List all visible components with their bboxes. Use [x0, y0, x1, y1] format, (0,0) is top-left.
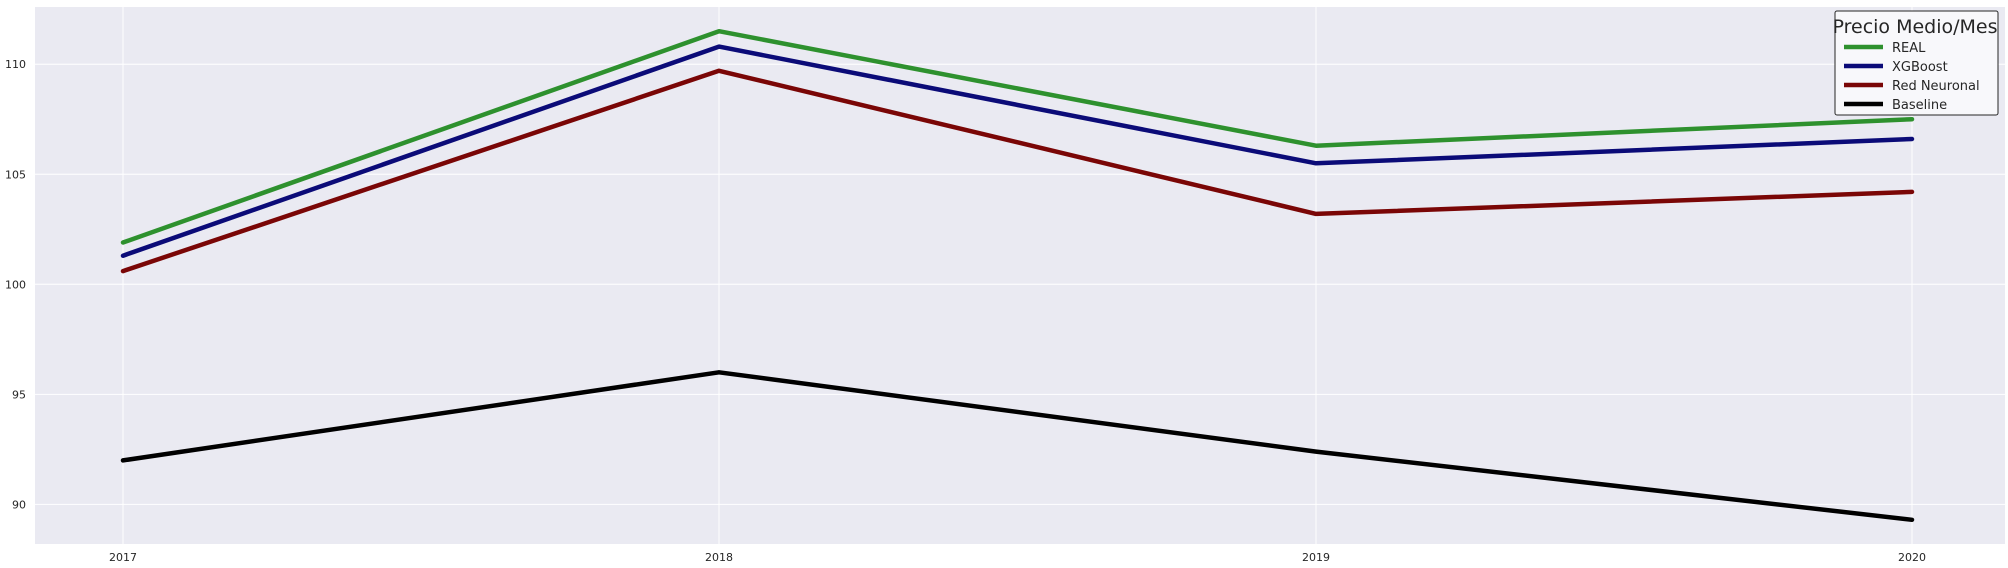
y-tick-label: 95: [12, 388, 26, 401]
x-axis: 2017 2018 2019 2020: [109, 551, 1926, 564]
grid: [35, 7, 2005, 544]
y-tick-label: 110: [5, 58, 26, 71]
legend-items: REAL XGBoost Red Neuronal Baseline: [1844, 41, 1980, 113]
x-tick-label: 2020: [1898, 551, 1926, 564]
y-tick-label: 100: [5, 278, 26, 291]
series-line: [120, 370, 1915, 523]
legend-label: Baseline: [1892, 98, 1947, 113]
y-tick-label: 105: [5, 168, 26, 181]
legend-box: [1834, 10, 1999, 116]
x-tick-label: 2019: [1302, 551, 1330, 564]
legend-label: Red Neuronal: [1892, 79, 1980, 94]
plot-area: [35, 7, 2005, 544]
legend-label: REAL: [1892, 41, 1926, 56]
series-lines: [120, 28, 1915, 523]
series-line: [120, 44, 1915, 258]
x-tick-label: 2018: [705, 551, 733, 564]
y-axis: 90 95 100 105 110: [5, 58, 26, 511]
legend: Precio Medio/Mes REAL XGBoost Red Neuronal…: [1832, 10, 1999, 116]
legend-label: XGBoost: [1892, 60, 1948, 75]
series-line: [120, 68, 1915, 274]
legend-title: Precio Medio/Mes: [1832, 16, 1997, 38]
x-tick-label: 2017: [109, 551, 137, 564]
series-line: [120, 28, 1915, 245]
y-tick-label: 90: [12, 498, 26, 511]
